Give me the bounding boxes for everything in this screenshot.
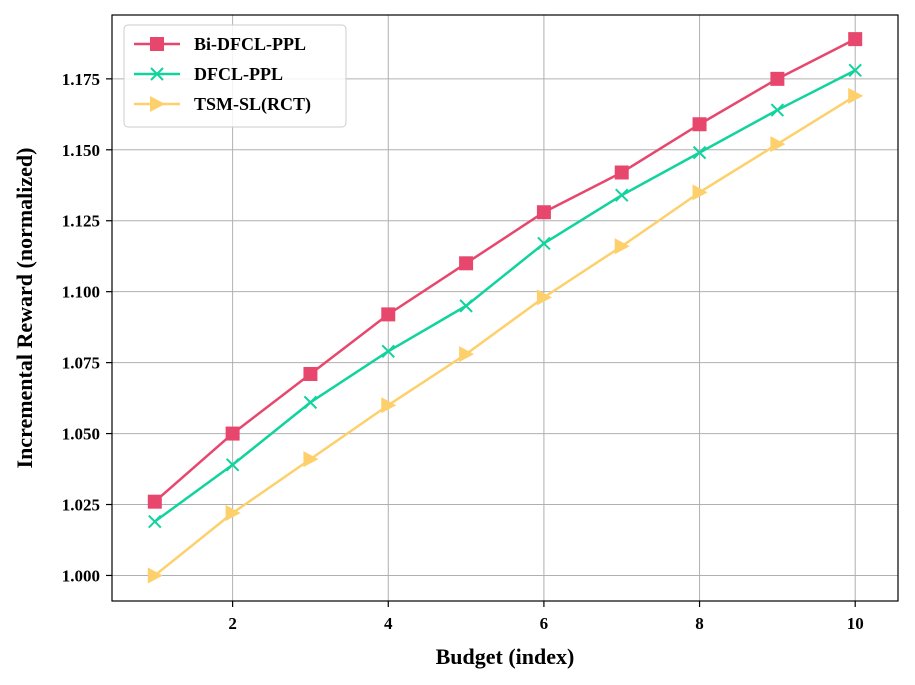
data-point [848, 63, 862, 78]
marker-stroke [303, 395, 318, 410]
series-line [154, 94, 856, 577]
data-point [225, 505, 241, 522]
data-point [381, 307, 396, 322]
series-layer [147, 32, 864, 584]
data-point [692, 145, 707, 160]
marker-stroke [148, 514, 162, 529]
data-point [536, 205, 551, 220]
data-point [692, 184, 708, 201]
data-point [381, 397, 397, 414]
x-axis-label: Budget (index) [436, 644, 575, 669]
y-tick-label: 1.100 [62, 283, 100, 302]
series-line [154, 69, 856, 523]
series-dfcl-ppl [148, 63, 862, 529]
series-line [153, 38, 856, 503]
legend-item: TSM-SL(RCT) [134, 94, 311, 115]
data-point [303, 395, 318, 410]
marker-stroke [381, 344, 395, 358]
data-point [537, 236, 551, 251]
y-tick-label: 1.025 [62, 496, 100, 515]
data-point [225, 458, 240, 472]
data-point [381, 344, 395, 358]
marker-stroke [615, 188, 629, 202]
data-point [614, 238, 630, 255]
data-point [615, 188, 629, 202]
data-point [459, 256, 474, 271]
data-point [459, 299, 473, 313]
data-point [147, 567, 163, 584]
y-tick-label: 1.000 [62, 566, 100, 585]
legend: Bi-DFCL-PPL DFCL-PPL TSM-SL(RCT) [123, 24, 347, 128]
y-tick-label: 1.150 [62, 141, 100, 160]
legend-marker [150, 67, 164, 81]
marker-stroke [150, 67, 164, 81]
plot-frame [111, 14, 899, 602]
series-bi-dfcl-ppl [147, 32, 863, 509]
legend-item: DFCL-PPL [134, 64, 283, 84]
data-point [692, 117, 707, 132]
data-point [303, 366, 318, 381]
data-point [536, 289, 552, 306]
legend-marker [150, 37, 164, 51]
marker-stroke [848, 63, 862, 78]
series-tsm-sl-rct- [147, 87, 864, 584]
data-point [303, 451, 319, 468]
data-point [614, 165, 629, 180]
data-point [225, 426, 240, 441]
marker-stroke [459, 299, 473, 313]
marker-stroke [225, 458, 240, 472]
y-tick-label: 1.175 [62, 70, 100, 89]
legend-label: TSM-SL(RCT) [194, 94, 311, 115]
legend-marker [150, 96, 165, 112]
data-point [770, 136, 786, 153]
data-point [848, 32, 863, 47]
data-point [148, 514, 162, 529]
y-axis-label: Incremental Reward (normalized) [12, 148, 37, 469]
data-point [147, 494, 162, 509]
data-point [770, 71, 785, 86]
x-tick-label: 2 [228, 614, 237, 633]
data-point [459, 346, 475, 363]
legend-item: Bi-DFCL-PPL [134, 34, 306, 54]
y-tick-label: 1.075 [62, 354, 100, 373]
marker-stroke [692, 145, 707, 160]
grid [112, 15, 898, 601]
data-point [770, 103, 785, 117]
y-tick-label: 1.050 [62, 425, 100, 444]
x-tick-label: 10 [847, 614, 864, 633]
x-tick-label: 8 [695, 614, 704, 633]
data-point [848, 87, 864, 104]
ticks: 2 4 6 8 10 1.000 1.025 1.050 1.075 1.100 1.125 1.15… [62, 70, 864, 633]
legend-box [123, 24, 347, 128]
marker-stroke [537, 236, 551, 251]
x-tick-label: 6 [540, 614, 549, 633]
y-tick-label: 1.125 [62, 212, 100, 231]
x-tick-label: 4 [384, 614, 393, 633]
legend-label: Bi-DFCL-PPL [194, 34, 306, 54]
marker-stroke [770, 103, 785, 117]
legend-label: DFCL-PPL [194, 64, 283, 84]
